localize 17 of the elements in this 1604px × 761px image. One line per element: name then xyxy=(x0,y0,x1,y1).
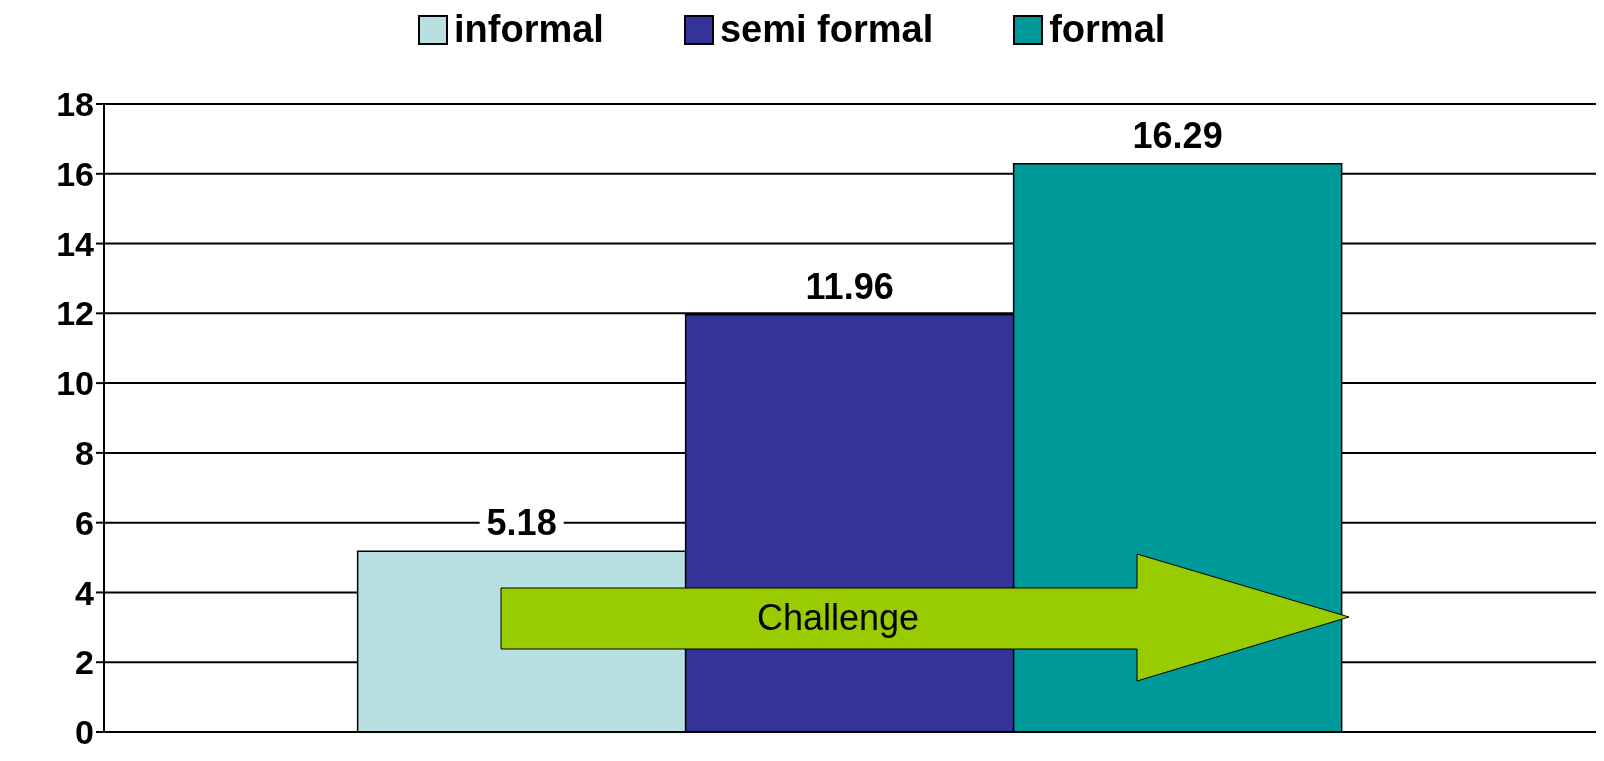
data-label: 16.29 xyxy=(1132,114,1223,156)
y-tick-label: 18 xyxy=(56,85,94,124)
y-tick-label: 6 xyxy=(75,503,94,542)
y-tick-label: 12 xyxy=(56,294,94,333)
data-label: 11.96 xyxy=(805,265,894,307)
y-tick-label: 10 xyxy=(56,364,94,403)
annotation: Challenge xyxy=(756,597,920,638)
legend-label: formal xyxy=(1049,8,1166,51)
y-tick-label: 8 xyxy=(75,433,94,472)
legend-label: semi formal xyxy=(719,8,934,51)
y-tick-label: 2 xyxy=(75,643,94,682)
y-tick-label: 4 xyxy=(75,573,95,612)
legend-label: informal xyxy=(454,8,604,51)
y-tick-label: 16 xyxy=(56,154,94,193)
y-tick-label: 14 xyxy=(56,224,95,263)
data-label: 5.18 xyxy=(486,502,557,544)
y-tick-label: 0 xyxy=(75,713,94,752)
